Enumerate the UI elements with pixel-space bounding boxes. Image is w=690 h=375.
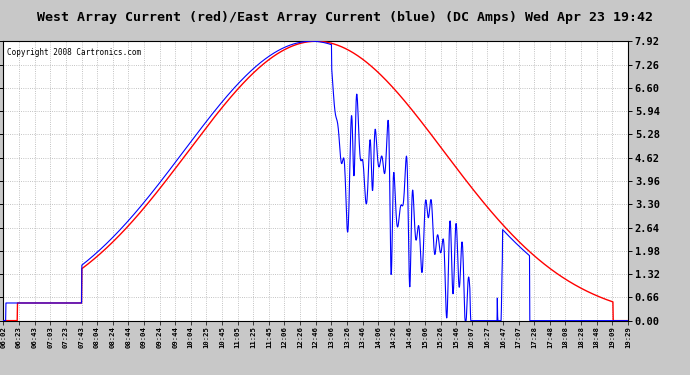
Text: Copyright 2008 Cartronics.com: Copyright 2008 Cartronics.com bbox=[7, 48, 141, 57]
Text: West Array Current (red)/East Array Current (blue) (DC Amps) Wed Apr 23 19:42: West Array Current (red)/East Array Curr… bbox=[37, 11, 653, 24]
